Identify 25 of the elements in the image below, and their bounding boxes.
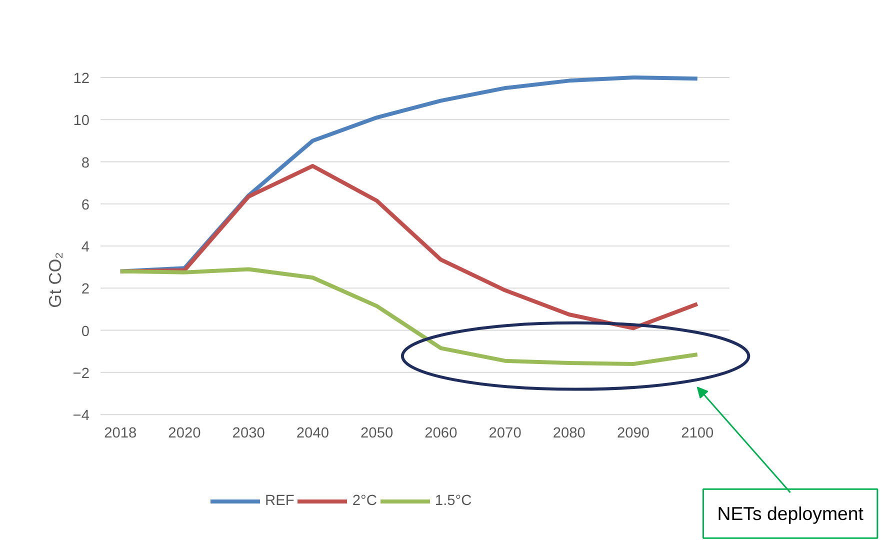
x-tick-label: 2080 — [552, 426, 586, 442]
x-tick-label: 2090 — [616, 426, 650, 442]
y-tick-label: −2 — [72, 366, 90, 382]
y-tick-label: 6 — [81, 197, 90, 214]
y-tick-label: 8 — [81, 155, 90, 172]
y-tick-label: 0 — [81, 324, 90, 340]
y-tick-label: 12 — [73, 71, 90, 88]
legend-label: 1.5°C — [434, 493, 472, 509]
legend-label: 2°C — [352, 493, 377, 509]
x-tick-label: 2030 — [232, 426, 265, 442]
x-tick-label: 2050 — [360, 426, 394, 442]
y-tick-label: 2 — [81, 282, 90, 298]
x-tick-label: 2020 — [168, 426, 201, 442]
x-tick-label: 2018 — [104, 426, 137, 442]
x-tick-label: 2070 — [488, 426, 522, 442]
y-tick-label: −4 — [72, 408, 90, 424]
text: NETs deployment — [717, 503, 864, 524]
legend-label: REF — [265, 493, 294, 509]
x-tick-label: 2100 — [681, 426, 714, 442]
x-tick-label: 2060 — [424, 426, 458, 442]
y-axis-title: Gt CO₂ — [44, 252, 65, 308]
y-tick-label: 10 — [73, 113, 90, 130]
y-tick-label: 4 — [81, 240, 90, 256]
line-series — [118, 267, 700, 366]
x-tick-label: 2040 — [296, 426, 330, 442]
